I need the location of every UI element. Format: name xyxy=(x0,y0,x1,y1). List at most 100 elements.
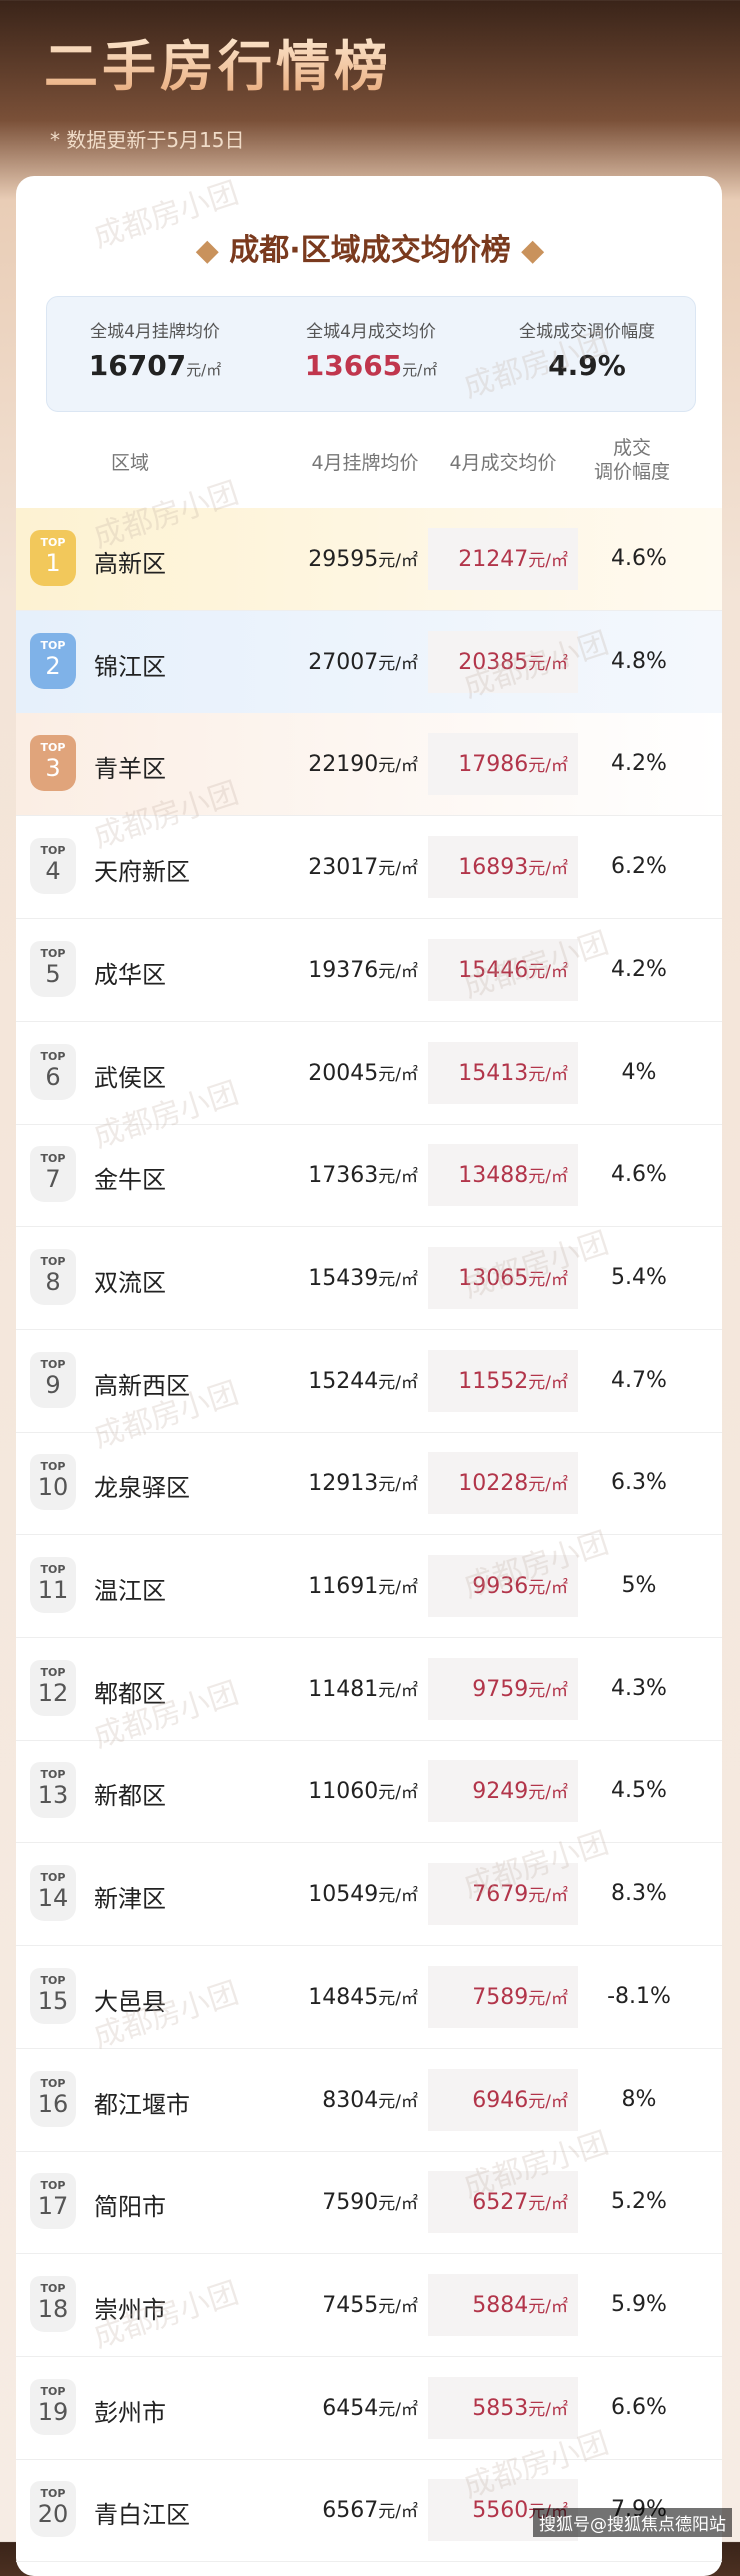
table-row: TOP 15 大邑县 14845元/㎡ 7589元/㎡ -8.1% xyxy=(16,1946,722,2049)
rank-number: 17 xyxy=(37,2192,69,2221)
deal-value: 13488 xyxy=(458,1163,529,1189)
listing-unit: 元/㎡ xyxy=(378,2399,418,2420)
deal-price-bg xyxy=(428,2376,578,2439)
price-change: 4.8% xyxy=(611,648,667,674)
price-change: 5.9% xyxy=(611,2291,667,2317)
rank-badge: TOP 11 xyxy=(30,1557,76,1613)
rank-number: 20 xyxy=(37,2500,69,2529)
deal-price-bg xyxy=(428,1657,578,1720)
deal-price: 6527元/㎡ xyxy=(428,2189,568,2215)
listing-value: 11691 xyxy=(308,1574,379,1599)
summary-number: 4.9% xyxy=(548,349,626,382)
rank-badge: TOP 18 xyxy=(30,2275,76,2332)
rank-badge: TOP 2 xyxy=(30,632,76,689)
price-change: 8% xyxy=(621,2086,657,2112)
deal-unit: 元/㎡ xyxy=(528,2091,568,2112)
column-header: 区域 xyxy=(110,452,149,474)
price-change: 8.3% xyxy=(611,1881,667,1907)
table-row: TOP 5 成华区 19376元/㎡ 15446元/㎡ 4.2% xyxy=(16,919,722,1022)
price-change: 6.3% xyxy=(611,1470,667,1496)
deal-unit: 元/㎡ xyxy=(528,1372,568,1393)
price-change: 4% xyxy=(621,1059,657,1085)
badge-top: TOP xyxy=(40,1049,66,1063)
district: 都江堰市 xyxy=(94,2090,190,2119)
rank-number: 19 xyxy=(37,2397,69,2426)
deal-price-bg xyxy=(428,1760,578,1823)
deal-unit: 元/㎡ xyxy=(528,551,568,571)
rank-number: 10 xyxy=(37,1473,69,1502)
deal-unit: 元/㎡ xyxy=(528,961,568,982)
listing-value: 10549 xyxy=(308,1882,379,1908)
table-row: TOP 18 崇州市 7455元/㎡ 5884元/㎡ 5.9% xyxy=(16,2254,722,2357)
deal-price: 6946元/㎡ xyxy=(428,2087,568,2113)
badge-top: TOP xyxy=(40,844,66,858)
price-change: 4.2% xyxy=(611,751,667,777)
rank-badge: TOP 20 xyxy=(30,2481,76,2538)
district: 双流区 xyxy=(94,1268,166,1297)
listing-price: 7590元/㎡ xyxy=(278,2189,418,2215)
district: 彭州市 xyxy=(94,2398,166,2427)
deal-price-bg xyxy=(428,2171,578,2234)
listing-value: 20045 xyxy=(308,1060,379,1086)
deal-unit: 元/㎡ xyxy=(528,1064,568,1085)
listing-unit: 元/㎡ xyxy=(378,1475,418,1496)
deal-unit: 元/㎡ xyxy=(528,653,568,674)
column-header-line: 成交 xyxy=(612,437,651,459)
listing-value: 7590 xyxy=(322,2190,379,2216)
badge-top: TOP xyxy=(40,638,66,652)
rank-badge: TOP 3 xyxy=(30,735,76,792)
rank-badge: TOP 9 xyxy=(30,1351,76,1408)
deal-price-bg xyxy=(428,1041,578,1104)
district: 简阳市 xyxy=(94,2193,166,2222)
district: 高新区 xyxy=(94,550,166,578)
deal-value: 20385 xyxy=(458,649,529,675)
deal-price: 15413元/㎡ xyxy=(428,1060,568,1086)
badge-top: TOP xyxy=(40,1973,66,1987)
price-change: 4.6% xyxy=(611,1162,667,1188)
summary-number: 16707 xyxy=(88,349,187,382)
listing-price: 17363元/㎡ xyxy=(278,1162,418,1188)
deal-unit: 元/㎡ xyxy=(528,859,568,880)
rank-number: 14 xyxy=(37,1884,69,1913)
listing-unit: 元/㎡ xyxy=(378,1783,418,1804)
column-header: 4月成交均价 xyxy=(449,452,557,474)
district: 高新西区 xyxy=(94,1371,190,1400)
rank-number: 15 xyxy=(37,1986,69,2015)
table-row: TOP 11 温江区 11691元/㎡ 9936元/㎡ 5% xyxy=(16,1535,722,1638)
deal-value: 9936 xyxy=(472,1574,529,1599)
badge-top: TOP xyxy=(40,2179,66,2193)
listing-price: 7455元/㎡ xyxy=(278,2292,418,2318)
listing-value: 6567 xyxy=(322,2498,379,2524)
price-change: 4.2% xyxy=(611,956,667,982)
listing-unit: 元/㎡ xyxy=(378,961,418,982)
rank-number: 11 xyxy=(37,1576,69,1604)
rank-number: 12 xyxy=(37,1678,69,1707)
listing-price: 15439元/㎡ xyxy=(278,1265,418,1291)
deal-unit: 元/㎡ xyxy=(528,1680,568,1701)
badge-top: TOP xyxy=(40,946,66,960)
deal-unit: 元/㎡ xyxy=(528,1988,568,2009)
summary-label: 全城4月挂牌均价 xyxy=(90,322,220,342)
listing-price: 11691元/㎡ xyxy=(278,1573,418,1599)
deal-price: 9249元/㎡ xyxy=(428,1778,568,1804)
deal-value: 6527 xyxy=(472,2190,529,2216)
badge-top: TOP xyxy=(40,1665,66,1679)
deal-price: 13065元/㎡ xyxy=(428,1265,568,1291)
table-row: TOP 4 天府新区 23017元/㎡ 16893元/㎡ 6.2% xyxy=(16,816,722,920)
district: 金牛区 xyxy=(94,1166,166,1195)
table-row: TOP 8 双流区 15439元/㎡ 13065元/㎡ 5.4% xyxy=(16,1227,722,1330)
badge-top: TOP xyxy=(40,2487,66,2501)
deal-price-bg xyxy=(428,1555,578,1617)
rank-number: 6 xyxy=(45,1062,61,1091)
listing-price: 12913元/㎡ xyxy=(278,1470,418,1496)
listing-price: 22190元/㎡ xyxy=(278,751,418,777)
table-row: TOP 17 简阳市 7590元/㎡ 6527元/㎡ 5.2% xyxy=(16,2151,722,2255)
deal-price-bg xyxy=(428,528,578,590)
listing-unit: 元/㎡ xyxy=(378,2296,418,2317)
table-row: TOP 1 高新区 29595元/㎡ 21247元/㎡ 4.6% xyxy=(16,508,722,611)
badge-top: TOP xyxy=(40,741,66,755)
deal-unit: 元/㎡ xyxy=(528,1783,568,1804)
listing-price: 8304元/㎡ xyxy=(278,2087,418,2113)
deal-price-bg xyxy=(428,1349,578,1412)
deal-price: 7679元/㎡ xyxy=(428,1881,568,1907)
